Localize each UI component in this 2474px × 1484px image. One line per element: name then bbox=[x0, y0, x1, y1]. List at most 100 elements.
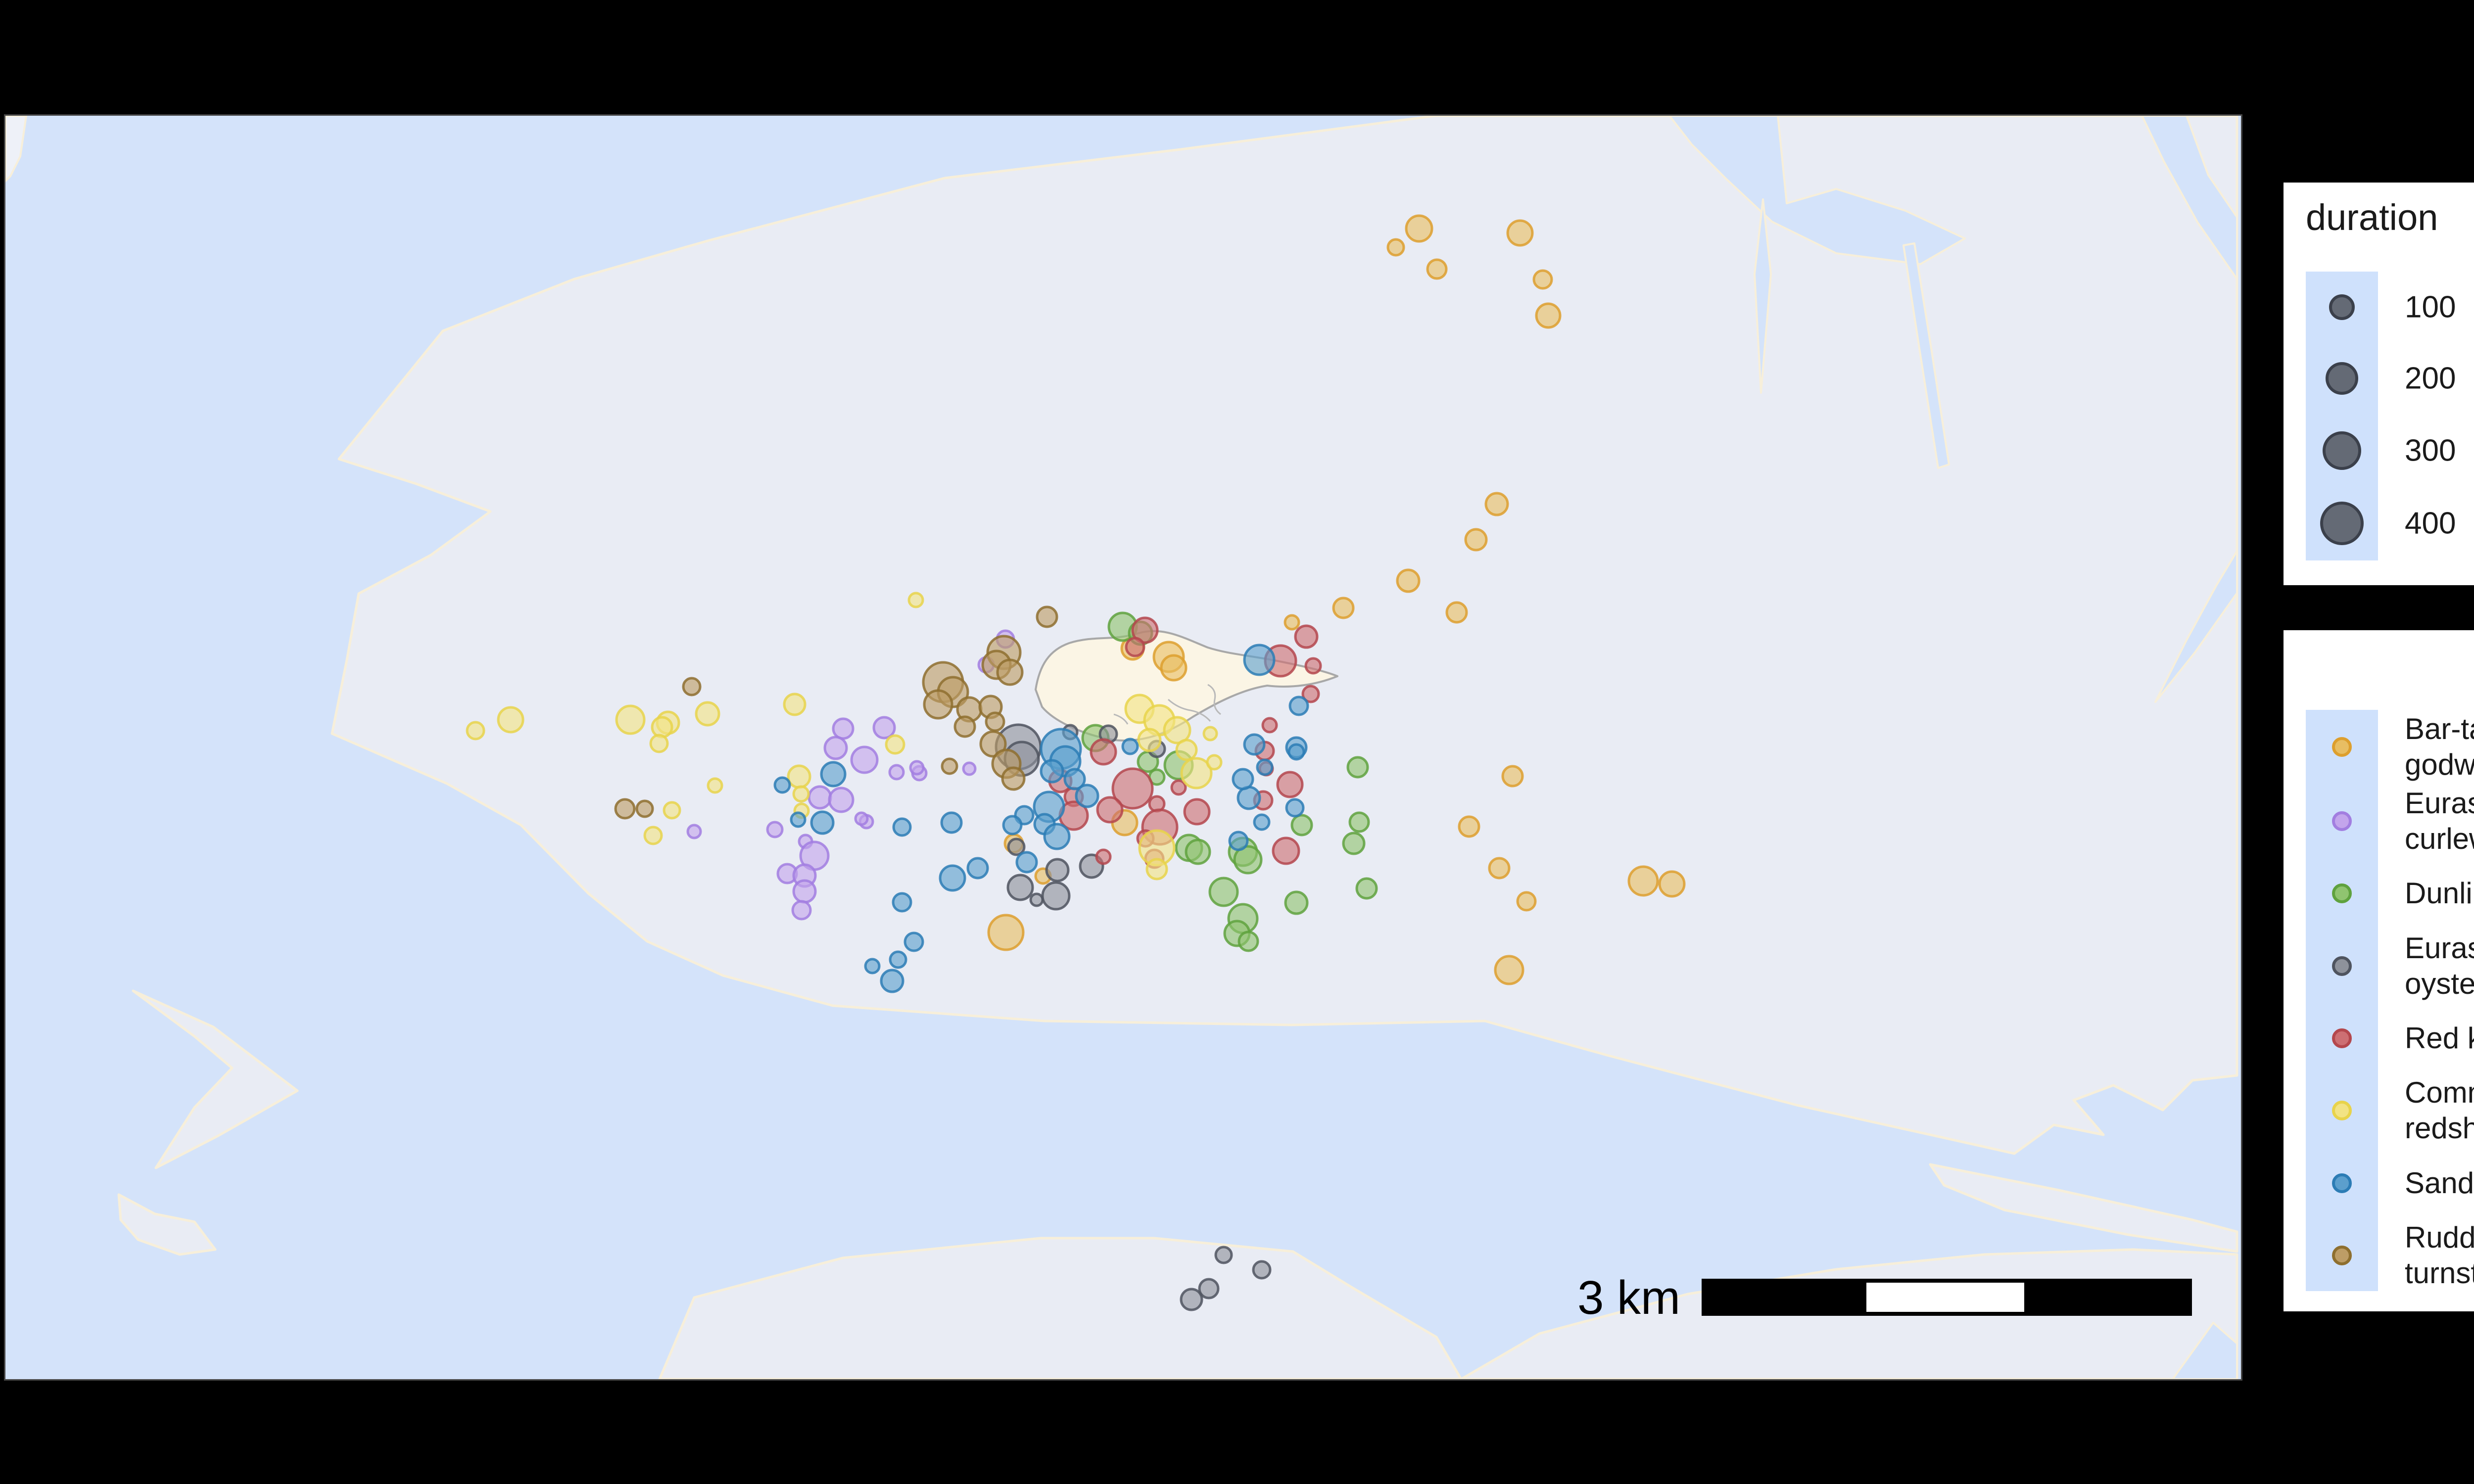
map-point-sanderling bbox=[1228, 831, 1249, 851]
map-point-curlew bbox=[686, 824, 702, 839]
duration-legend-title: duration bbox=[2306, 197, 2438, 238]
map-point-oyster bbox=[1252, 1260, 1272, 1280]
corner-notch-water bbox=[2172, 1322, 2238, 1379]
map-point-sanderling bbox=[940, 811, 963, 834]
map-point-turnstone bbox=[985, 711, 1005, 732]
map-point-knot bbox=[1131, 616, 1159, 644]
map-point-dunlin bbox=[1346, 756, 1369, 779]
map-point-turnstone bbox=[941, 757, 958, 775]
map-point-knot bbox=[1096, 796, 1124, 824]
map-point-dunlin bbox=[1348, 811, 1370, 833]
map-point-knot bbox=[1276, 771, 1304, 798]
map-point-sanderling bbox=[1075, 784, 1099, 808]
species-dot-godwit bbox=[2332, 737, 2352, 757]
duration-value-label: 100 bbox=[2405, 290, 2456, 325]
map-point-dunlin bbox=[1342, 832, 1366, 855]
map-point-redshank bbox=[1180, 757, 1213, 789]
map-point-godwit bbox=[1284, 614, 1300, 631]
map-point-godwit bbox=[1658, 870, 1686, 898]
map-point-turnstone bbox=[953, 715, 976, 738]
map-point-dunlin bbox=[1290, 814, 1313, 836]
map-point-redshank bbox=[787, 764, 811, 789]
map-point-oyster bbox=[1214, 1246, 1233, 1264]
map-point-godwit bbox=[1532, 269, 1553, 290]
map-point-sanderling bbox=[864, 958, 881, 974]
map-point-redshank bbox=[1163, 716, 1191, 744]
species-label-redshank: Common redshank bbox=[2405, 1076, 2474, 1145]
map-point-redshank bbox=[1175, 739, 1198, 761]
map-point-godwit bbox=[1627, 865, 1659, 897]
map-point-sanderling bbox=[1285, 798, 1305, 818]
map-point-godwit bbox=[1484, 492, 1509, 516]
map-point-sanderling bbox=[820, 761, 847, 788]
map-point-godwit bbox=[1396, 568, 1421, 593]
map-point-turnstone bbox=[979, 730, 1007, 758]
species-dot-sanderling bbox=[2332, 1173, 2352, 1193]
map-point-sanderling bbox=[1002, 815, 1023, 835]
map-point-curlew bbox=[850, 745, 879, 774]
species-dot-oyster bbox=[2332, 956, 2352, 976]
map-point-knot bbox=[1095, 848, 1112, 865]
map-point-sanderling bbox=[1243, 644, 1276, 676]
map-point-turnstone bbox=[682, 677, 702, 696]
map-point-redshank bbox=[466, 721, 485, 741]
map-point-godwit bbox=[1506, 219, 1534, 247]
map-point-knot bbox=[1301, 685, 1320, 703]
map-point-dunlin bbox=[1208, 877, 1239, 907]
map-point-redshank bbox=[643, 826, 663, 845]
scale-bar-label: 3 km bbox=[1577, 1271, 1680, 1324]
map-point-sanderling bbox=[1253, 813, 1271, 831]
map-point-turnstone bbox=[1036, 605, 1058, 628]
map-point-curlew bbox=[791, 900, 812, 921]
map-point-redshank bbox=[1206, 754, 1223, 771]
map-point-sanderling bbox=[892, 892, 912, 913]
map-point-curlew bbox=[823, 736, 848, 760]
map-svg: 3 km bbox=[5, 116, 2241, 1379]
species-label-dunlin: Dunlin bbox=[2405, 877, 2474, 910]
map-point-godwit bbox=[1501, 765, 1524, 788]
map-point-sanderling bbox=[889, 950, 907, 969]
map-point-godwit bbox=[1535, 302, 1562, 329]
map-point-turnstone bbox=[923, 689, 953, 720]
map-point-sanderling bbox=[1063, 768, 1086, 790]
map-point-godwit bbox=[1386, 238, 1405, 257]
map-point-redshank bbox=[707, 777, 723, 794]
map-point-sanderling bbox=[880, 969, 904, 993]
map-point-curlew bbox=[854, 811, 869, 826]
map-point-redshank bbox=[792, 785, 810, 803]
scale-bar-middle-segment bbox=[1866, 1283, 2024, 1312]
map-point-curlew bbox=[872, 716, 896, 740]
map-point-knot bbox=[1090, 738, 1117, 766]
map-point-godwit bbox=[987, 914, 1025, 951]
map-point-turnstone bbox=[1001, 766, 1026, 791]
east-channel bbox=[2154, 550, 2238, 703]
map-point-sanderling bbox=[1121, 738, 1139, 755]
map-point-knot bbox=[1304, 657, 1322, 675]
map-point-knot bbox=[1294, 624, 1319, 649]
map-point-oyster bbox=[1029, 892, 1044, 907]
duration-value-label: 400 bbox=[2405, 506, 2456, 541]
map-point-godwit bbox=[1488, 857, 1511, 880]
duration-legend: duration 100 200 300 400 bbox=[2284, 183, 2474, 585]
map-point-curlew bbox=[909, 760, 925, 776]
map-point-sanderling bbox=[790, 811, 807, 828]
map-point-oyster bbox=[1006, 874, 1034, 901]
species-legend: Bar-tailed godwitEurasian curlew Dunlin Eu… bbox=[2284, 630, 2474, 1311]
map-point-sanderling bbox=[1243, 733, 1266, 756]
map-point-sanderling bbox=[966, 857, 989, 880]
map-point-oyster bbox=[1198, 1278, 1220, 1299]
map-point-redshank bbox=[695, 701, 720, 727]
species-dot-redshank bbox=[2332, 1101, 2352, 1120]
map-point-sanderling bbox=[1256, 758, 1274, 776]
map-point-turnstone bbox=[614, 798, 636, 820]
map-point-knot bbox=[1183, 798, 1211, 826]
map-point-sanderling bbox=[1232, 768, 1254, 790]
map-point-godwit bbox=[1516, 891, 1537, 912]
map-point-sanderling bbox=[1015, 851, 1038, 874]
map-point-sanderling bbox=[939, 864, 966, 892]
map-point-redshank bbox=[783, 693, 807, 716]
map-point-turnstone bbox=[635, 799, 654, 818]
map-point-sanderling bbox=[1043, 823, 1071, 850]
map-point-sanderling bbox=[1040, 759, 1064, 784]
